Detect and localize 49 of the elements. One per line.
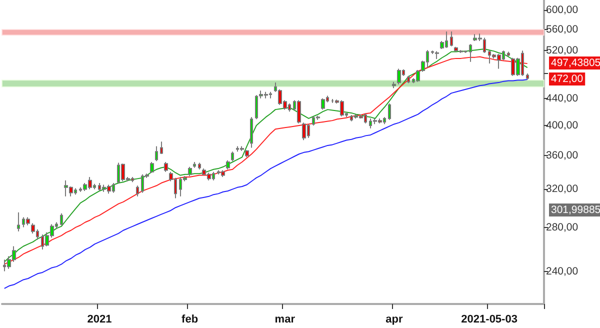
x-tick-label: apr [386, 314, 404, 326]
y-tick-label: 360,00 [546, 150, 578, 162]
x-tick-label: mar [274, 314, 296, 326]
candlestick [297, 100, 301, 124]
candlestick [26, 216, 30, 226]
candlestick [388, 103, 391, 120]
candlestick [392, 81, 396, 89]
candlestick [250, 116, 253, 148]
candlestick [60, 212, 63, 226]
candlestick [160, 141, 163, 154]
y-tick-label: 560,00 [546, 24, 578, 36]
candlestick [198, 162, 201, 170]
candlestick [150, 161, 154, 174]
y-tick-label: 280,00 [546, 221, 578, 234]
candlestick [450, 31, 453, 47]
y-tick-label: 440,00 [546, 92, 578, 104]
line-series [4, 79, 528, 289]
candlestick [188, 166, 192, 177]
candlestick [526, 72, 529, 80]
candlestick [469, 44, 472, 62]
candlestick [407, 75, 410, 84]
candlestick [164, 161, 168, 172]
candlestick [136, 185, 139, 197]
candlestick [245, 150, 249, 158]
y-tick-label: 520,00 [546, 44, 578, 57]
x-tick-label: feb [182, 314, 198, 326]
candlestick [221, 170, 225, 178]
text: 301,99885 [551, 204, 600, 216]
text: 472,00 [551, 73, 584, 85]
candlestick [321, 98, 325, 110]
candlestick [226, 160, 230, 170]
candlestick [255, 94, 258, 120]
candlestick [435, 50, 439, 60]
y-tick-label: 600,00 [546, 4, 578, 16]
candlestick [231, 151, 234, 162]
x-tick-label: 2021 [87, 314, 112, 326]
candlestick [17, 212, 20, 232]
candlestick [483, 37, 486, 54]
candlestick [193, 161, 196, 168]
candlestick [302, 122, 306, 141]
candlestick [397, 68, 401, 85]
y-tick-label: 400,00 [546, 120, 578, 132]
y-tick-label: 320,00 [546, 183, 578, 196]
candlestick [507, 51, 510, 57]
candlestick [155, 146, 158, 162]
x-tick-label: 2021-05-03 [461, 314, 518, 326]
y-tick-label: 240,00 [546, 265, 578, 278]
candlestick [240, 146, 244, 152]
text: 497,43805 [551, 57, 600, 69]
